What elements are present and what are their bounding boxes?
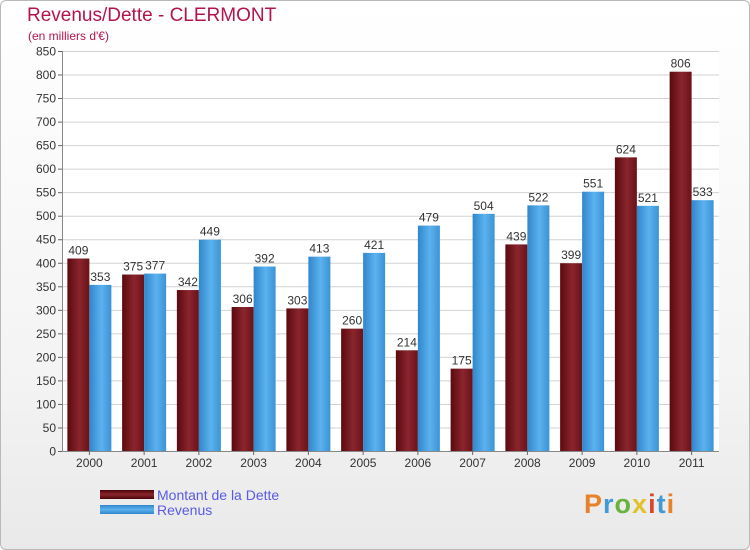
bar-dette <box>395 350 418 451</box>
data-label-dette: 409 <box>68 244 88 258</box>
data-label-revenus: 392 <box>255 252 275 266</box>
data-label-revenus: 353 <box>90 270 110 284</box>
bar-revenus <box>89 284 112 451</box>
y-tick-label: 600 <box>36 162 56 176</box>
chart-title: Revenus/Dette - CLERMONT <box>27 5 277 26</box>
plot-area <box>62 51 719 451</box>
data-label-revenus: 413 <box>309 242 329 256</box>
y-tick-label: 0 <box>49 445 56 459</box>
bar-revenus <box>144 273 167 451</box>
x-tick-label: 2009 <box>569 456 596 470</box>
logo-letter: r <box>603 489 615 519</box>
bar-revenus <box>198 239 221 451</box>
bar-revenus <box>472 213 495 451</box>
x-tick-label: 2000 <box>76 456 103 470</box>
x-tick-label: 2008 <box>514 456 541 470</box>
data-label-revenus: 504 <box>474 199 494 213</box>
y-tick-label: 300 <box>36 303 56 317</box>
bar-dette <box>450 368 473 451</box>
bar-revenus <box>691 200 714 451</box>
legend-label-debt: Montant de la Dette <box>157 487 280 503</box>
y-tick-label: 550 <box>36 186 56 200</box>
y-tick-label: 800 <box>36 68 56 82</box>
logo-letter: i <box>666 489 676 519</box>
legend-label-revenus: Revenus <box>157 502 213 518</box>
logo-letter: t <box>656 489 667 519</box>
bar-revenus <box>253 266 276 451</box>
bar-revenus <box>363 252 386 451</box>
data-label-revenus: 449 <box>200 225 220 239</box>
data-label-revenus: 533 <box>693 185 713 199</box>
data-label-dette: 375 <box>123 260 143 274</box>
x-tick-label: 2005 <box>350 456 377 470</box>
bar-revenus <box>636 205 659 451</box>
logo-letter: x <box>632 489 649 519</box>
data-label-revenus: 377 <box>145 259 165 273</box>
bar-dette <box>505 244 528 451</box>
legend-swatch-revenus <box>100 505 154 514</box>
bar-dette <box>286 308 309 451</box>
y-tick-label: 50 <box>43 421 57 435</box>
bar-revenus <box>308 256 331 451</box>
y-tick-label: 850 <box>36 45 56 59</box>
x-tick-label: 2010 <box>624 456 651 470</box>
x-tick-label: 2001 <box>131 456 158 470</box>
data-label-dette: 342 <box>178 275 198 289</box>
data-label-revenus: 479 <box>419 211 439 225</box>
bar-dette <box>122 274 145 451</box>
data-label-dette: 806 <box>671 57 691 71</box>
data-label-revenus: 522 <box>528 190 548 204</box>
data-label-dette: 399 <box>561 248 581 262</box>
x-tick-label: 2002 <box>186 456 213 470</box>
data-label-dette: 175 <box>452 354 472 368</box>
data-label-dette: 214 <box>397 335 417 349</box>
x-tick-label: 2003 <box>240 456 267 470</box>
y-tick-label: 250 <box>36 327 56 341</box>
y-tick-label: 200 <box>36 350 56 364</box>
logo-letter: o <box>614 489 633 519</box>
legend-swatch-debt <box>100 490 154 499</box>
y-tick-label: 450 <box>36 233 56 247</box>
proxiti-logo: Proxiti <box>584 489 675 520</box>
data-label-dette: 260 <box>342 314 362 328</box>
x-tick-label: 2006 <box>405 456 432 470</box>
y-tick-label: 700 <box>36 115 56 129</box>
logo-letter: i <box>648 489 657 519</box>
x-tick-label: 2011 <box>679 456 705 470</box>
x-tick-label: 2004 <box>295 456 322 470</box>
chart-subtitle: (en milliers d'€) <box>28 29 109 43</box>
y-tick-label: 150 <box>36 374 56 388</box>
y-tick-label: 400 <box>36 256 56 270</box>
bar-dette <box>560 263 583 451</box>
logo-letter: P <box>584 489 604 519</box>
bar-dette <box>67 258 90 451</box>
bar-dette <box>614 157 637 451</box>
data-label-dette: 439 <box>506 229 526 243</box>
bar-revenus <box>417 225 440 451</box>
data-label-dette: 303 <box>287 293 307 307</box>
bar-revenus <box>582 191 605 452</box>
bar-dette <box>669 71 692 452</box>
x-tick-label: 2007 <box>459 456 486 470</box>
data-label-dette: 306 <box>233 292 253 306</box>
y-tick-label: 500 <box>36 209 56 223</box>
y-tick-label: 650 <box>36 139 56 153</box>
data-label-dette: 624 <box>616 142 636 156</box>
data-label-revenus: 521 <box>638 191 658 205</box>
data-label-revenus: 421 <box>364 238 384 252</box>
data-label-revenus: 551 <box>583 177 603 191</box>
y-tick-label: 750 <box>36 92 56 106</box>
y-tick-label: 100 <box>36 397 56 411</box>
bar-dette <box>231 307 254 451</box>
y-tick-label: 350 <box>36 280 56 294</box>
bar-revenus <box>527 205 550 451</box>
bar-dette <box>176 290 199 451</box>
bar-dette <box>341 328 364 451</box>
